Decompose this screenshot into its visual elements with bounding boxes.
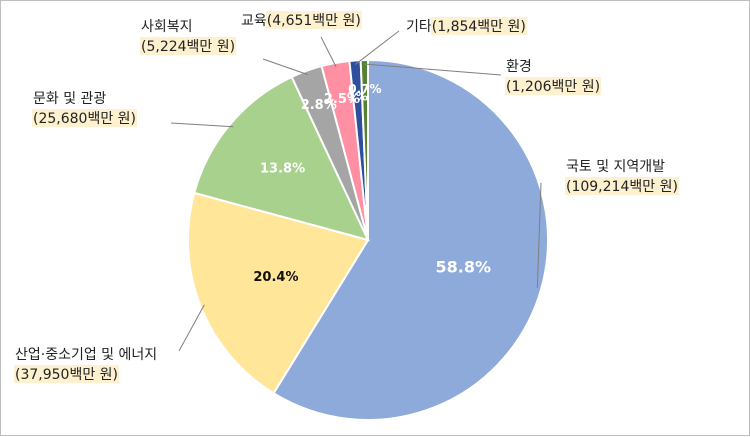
amount-highlight-5 [430, 17, 527, 35]
category-amount-6: (1,206백만 원) [506, 79, 600, 95]
percent-label-1: 20.4% [253, 270, 298, 285]
percent-label-2: 13.8% [260, 162, 305, 177]
amount-highlight-2 [32, 109, 138, 127]
leader-lines [170, 30, 542, 352]
category-amount-5: (1,854백만 원) [432, 19, 526, 35]
amount-highlight-4 [265, 11, 362, 29]
amount-highlight-1 [14, 365, 120, 383]
pie-slice-0 [272, 58, 549, 421]
category-name-2: 문화 및 관광 [33, 91, 106, 107]
category-amount-1: (37,950백만 원) [15, 367, 118, 383]
category-label-1: 산업·중소기업 및 에너지 (37,950백만 원) [14, 347, 157, 383]
category-label-4: 교육 (4,651백만 원) [241, 11, 362, 29]
percent-label-4: 2.5% [324, 92, 360, 107]
leader-line-4 [320, 36, 337, 68]
category-label-0: 국토 및 지역개발 (109,214백만 원) [565, 159, 679, 195]
category-amount-4: (4,651백만 원) [267, 13, 361, 29]
pie-slice-1 [187, 191, 370, 395]
category-label-2: 문화 및 관광 (25,680백만 원) [32, 91, 138, 127]
category-amount-2: (25,680백만 원) [33, 111, 136, 127]
leader-line-1 [178, 304, 205, 352]
category-name-3: 사회복지 [141, 19, 193, 35]
category-label-5: 기타 (1,854백만 원) [406, 17, 527, 35]
category-label-3: 사회복지 (5,224백만 원) [140, 19, 237, 55]
category-label-6: 환경 (1,206백만 원) [505, 59, 602, 95]
category-amount-3: (5,224백만 원) [141, 39, 235, 55]
leader-line-2 [170, 122, 234, 128]
percent-label-5: 1% [347, 90, 367, 104]
leader-line-5 [355, 30, 400, 65]
category-name-6: 환경 [506, 59, 532, 75]
category-name-5: 기타 [406, 19, 432, 35]
percent-labels: 58.8% 20.4% 13.8% 2.8%2.5%1%0.7% [253, 82, 491, 285]
percent-label-0: 58.8% [435, 258, 491, 277]
pie-slice-2 [193, 75, 370, 242]
percent-label-3: 2.8% [301, 98, 337, 113]
category-name-0: 국토 및 지역개발 [566, 159, 665, 175]
category-amount-0: (109,214백만 원) [566, 179, 678, 195]
slices-layer [187, 58, 549, 421]
category-name-1: 산업·중소기업 및 에너지 [15, 347, 157, 363]
leader-line-3 [262, 58, 308, 76]
percent-label-6: 0.7% [348, 82, 381, 96]
leader-line-6 [364, 63, 502, 76]
category-name-4: 교육 [241, 13, 267, 29]
amount-highlight-0 [565, 177, 679, 195]
category-labels: 국토 및 지역개발 (109,214백만 원) 산업·중소기업 및 에너지 (37,9… [14, 11, 679, 383]
amount-highlight-3 [140, 37, 237, 55]
leader-line-0 [536, 182, 542, 288]
amount-highlight-6 [505, 77, 602, 95]
